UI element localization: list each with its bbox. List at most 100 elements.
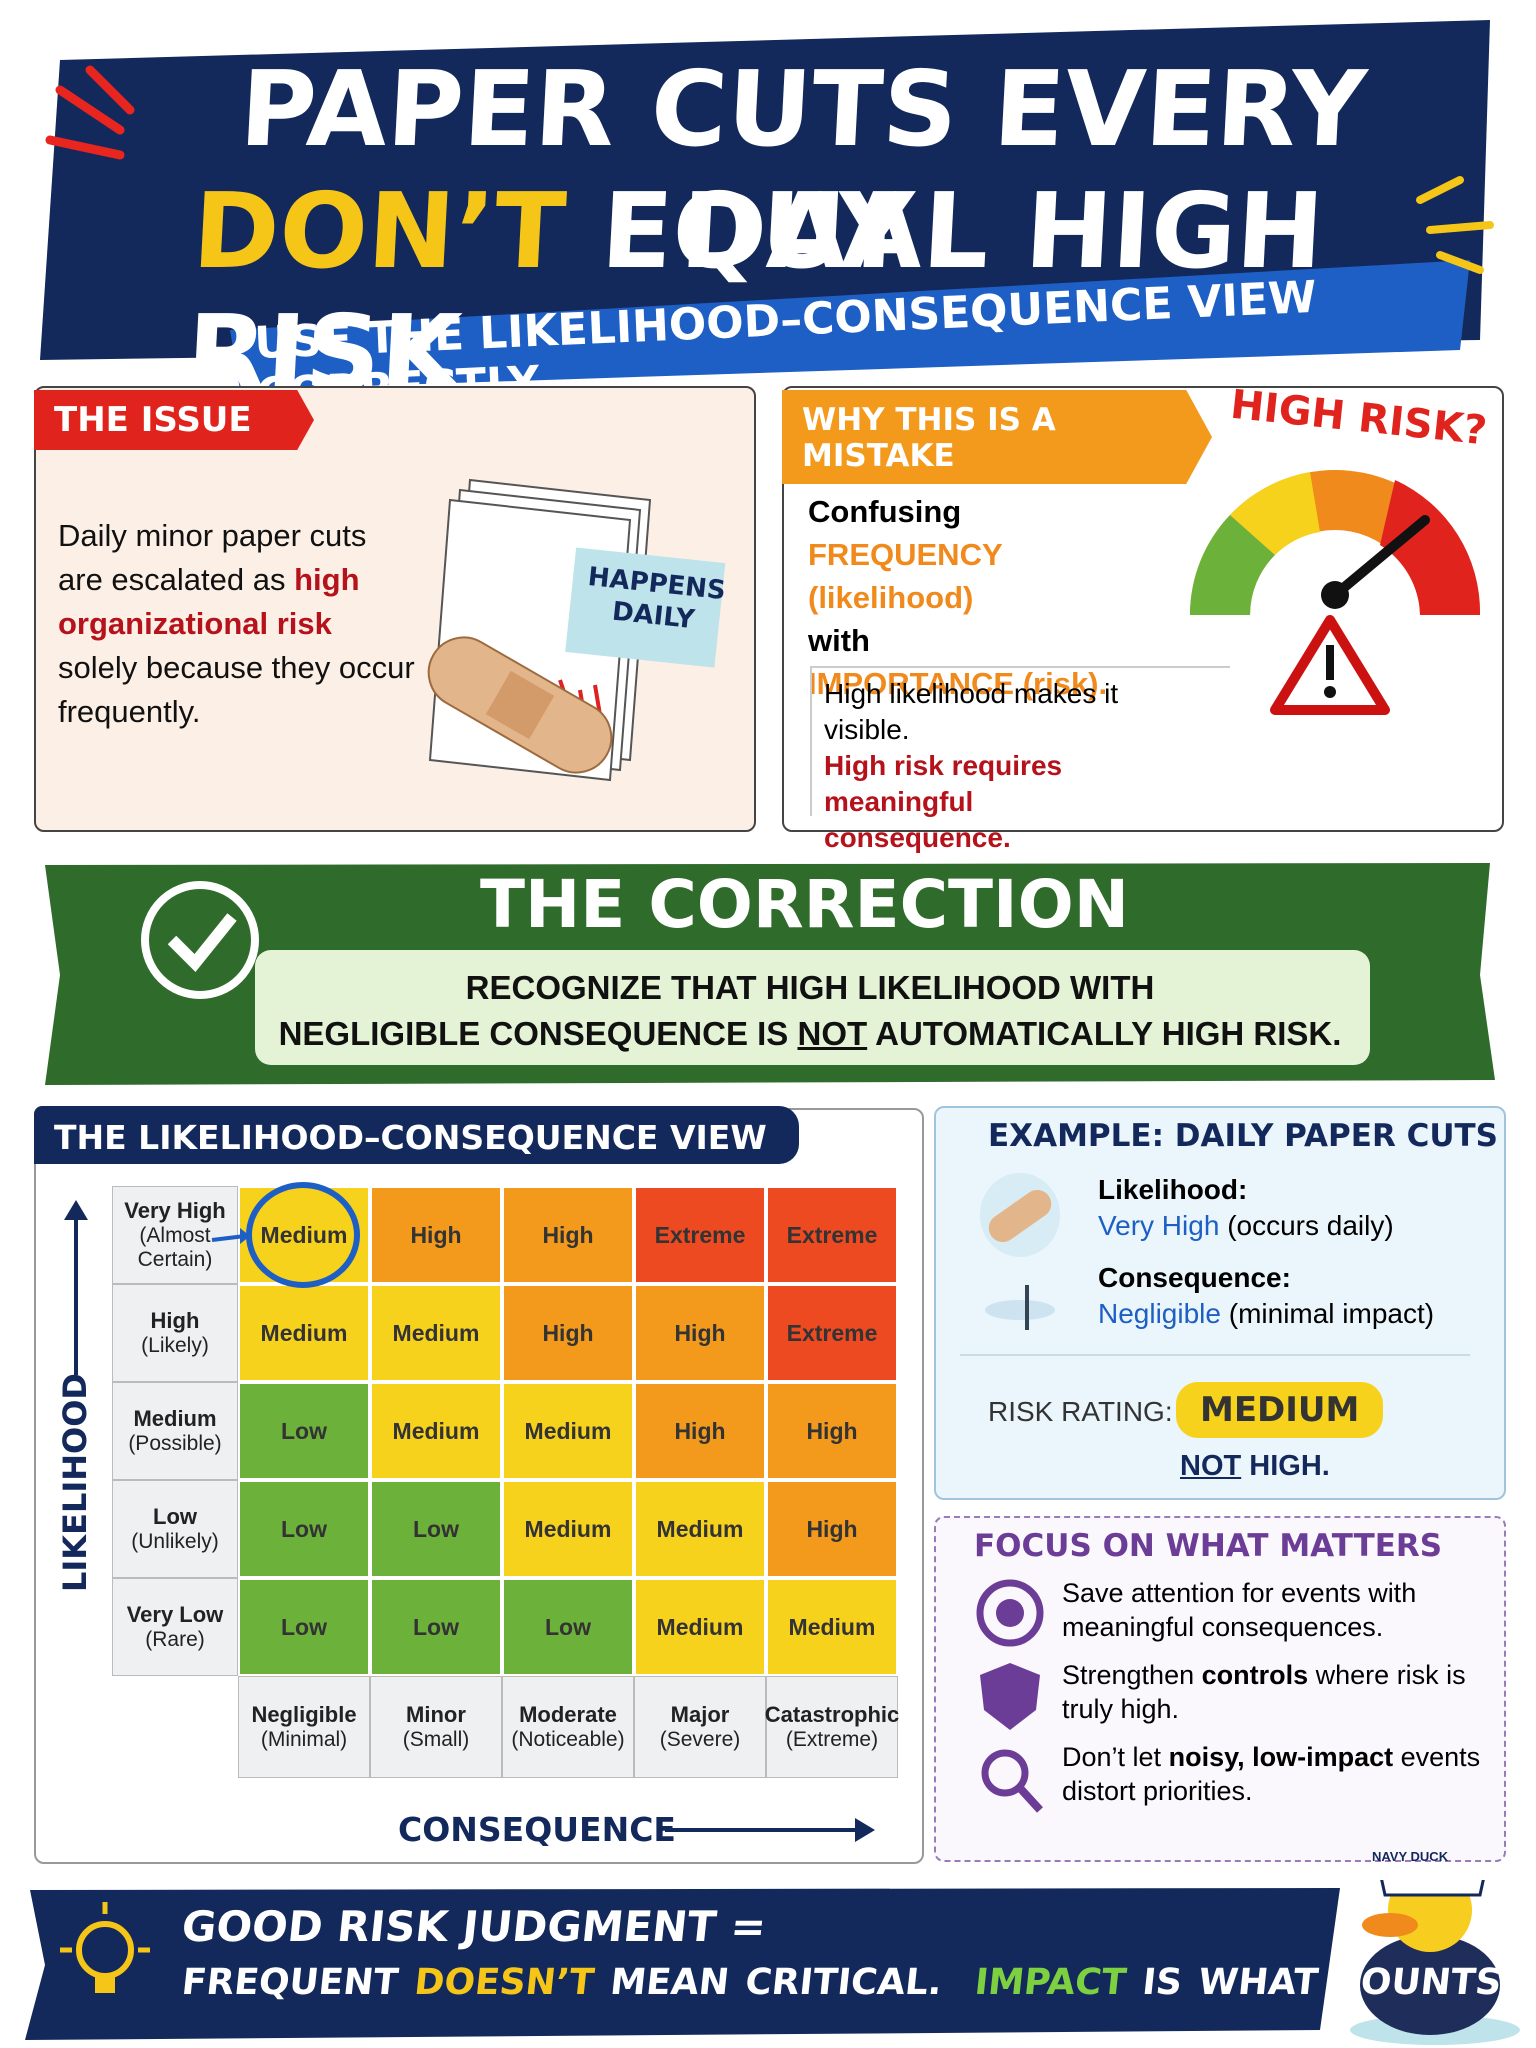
matrix-cell: Extreme bbox=[634, 1186, 766, 1284]
column-label: Minor bbox=[406, 1702, 466, 1727]
mistake-text: Confusing FREQUENCY (likelihood) with IM… bbox=[808, 490, 1168, 705]
column-header: Minor (Small) bbox=[370, 1676, 502, 1778]
matrix-cell: Medium bbox=[370, 1284, 502, 1382]
focus-text-after: events distort priorities. bbox=[1062, 1742, 1481, 1806]
column-header: Major (Severe) bbox=[634, 1676, 766, 1778]
column-sub: (Extreme) bbox=[785, 1728, 879, 1751]
correction-line2: NEGLIGIBLE CONSEQUENCE IS NOT AUTOMATICA… bbox=[260, 1011, 1360, 1057]
row-label: Very Low bbox=[126, 1602, 224, 1627]
correction-text: RECOGNIZE THAT HIGH LIKELIHOOD WITH NEGL… bbox=[260, 965, 1360, 1057]
row-header: Very Low (Rare) bbox=[112, 1578, 238, 1676]
row-sub: (Likely) bbox=[141, 1334, 209, 1357]
correction-line1: RECOGNIZE THAT HIGH LIKELIHOOD WITH bbox=[465, 969, 1155, 1006]
matrix-heading: THE LIKELIHOOD–CONSEQUENCE VIEW bbox=[34, 1106, 799, 1164]
focus-bold: noisy, low-impact bbox=[1168, 1742, 1394, 1772]
row-header: Very High (Almost Certain) bbox=[112, 1186, 238, 1284]
matrix-cell: High bbox=[502, 1284, 634, 1382]
issue-text: Daily minor paper cuts are escalated as … bbox=[58, 514, 418, 734]
header-banner bbox=[40, 20, 1494, 390]
matrix-cell: Medium bbox=[634, 1578, 766, 1676]
focus-text: Strengthen bbox=[1062, 1660, 1195, 1690]
focus-text-after: where risk is truly high. bbox=[1062, 1660, 1466, 1724]
matrix-cell: High bbox=[502, 1186, 634, 1284]
consequence-label: Consequence: bbox=[1098, 1262, 1291, 1293]
column-header: Catastrophic (Extreme) bbox=[764, 1676, 900, 1778]
not-rest: HIGH. bbox=[1249, 1450, 1330, 1482]
mistake-note-emphasis: High risk requires meaningful consequenc… bbox=[824, 750, 1063, 853]
focus-item: Don’t let noisy, low-impact events disto… bbox=[1062, 1740, 1492, 1822]
likelihood-row: Very High (occurs daily) bbox=[1098, 1208, 1498, 1244]
focus-icons bbox=[976, 1579, 1044, 1813]
consequence-note: (minimal impact) bbox=[1228, 1298, 1435, 1329]
correction-heading: THE CORRECTION bbox=[480, 866, 1129, 943]
column-sub: (Noticeable) bbox=[511, 1728, 625, 1751]
row-sub: (Possible) bbox=[128, 1432, 222, 1455]
matrix-cell: Medium bbox=[766, 1578, 898, 1676]
focus-text: Don’t let bbox=[1062, 1742, 1162, 1772]
column-sub: (Small) bbox=[402, 1728, 470, 1751]
matrix-cell: Medium bbox=[502, 1382, 634, 1480]
correction-not: NOT bbox=[797, 1015, 868, 1052]
title-highlight: DON’T bbox=[190, 170, 569, 292]
risk-matrix: Very High (Almost Certain) Medium High High E… bbox=[112, 1186, 900, 1778]
correction-line2-after: AUTOMATICALLY HIGH RISK. bbox=[875, 1015, 1342, 1052]
rating-label: RISK RATING: bbox=[988, 1396, 1173, 1427]
footer-line2: FREQUENT DOESN’T MEAN CRITICAL. IMPACT I… bbox=[180, 1962, 1517, 2003]
mistake-line4: IMPORTANCE (risk). bbox=[808, 666, 1108, 701]
duck-hat: NAVY DUCK bbox=[1372, 1849, 1449, 1864]
mistake-note: High likelihood makes it visible. High ri… bbox=[824, 676, 1154, 856]
likelihood-note: (occurs daily) bbox=[1227, 1210, 1394, 1241]
matrix-cell: Medium bbox=[634, 1480, 766, 1578]
row-label: Low bbox=[153, 1504, 197, 1529]
footer-e: IS WHAT COUNTS. bbox=[1140, 1962, 1518, 2003]
rating-badge: MEDIUM bbox=[1176, 1382, 1384, 1438]
issue-text-before: Daily minor paper cuts are escalated as bbox=[58, 518, 367, 597]
footer-a: FREQUENT bbox=[179, 1962, 401, 2003]
example-heading: EXAMPLE: DAILY PAPER CUTS bbox=[988, 1118, 1499, 1154]
issue-emphasis: high organizational risk bbox=[58, 562, 360, 641]
footer-d: IMPACT bbox=[972, 1962, 1129, 2003]
mistake-line1: Confusing bbox=[808, 494, 962, 529]
focus-list: Save attention for events with meaningfu… bbox=[1062, 1576, 1492, 1822]
risk-gauge bbox=[1190, 470, 1481, 715]
row-header: High (Likely) bbox=[112, 1284, 238, 1382]
consequence-value: Negligible bbox=[1098, 1298, 1221, 1329]
focus-heading: FOCUS ON WHAT MATTERS bbox=[974, 1528, 1443, 1564]
matrix-cell: Medium bbox=[238, 1284, 370, 1382]
consequence-row: Negligible (minimal impact) bbox=[1098, 1296, 1498, 1332]
matrix-cell: Low bbox=[238, 1480, 370, 1578]
column-header: Moderate (Noticeable) bbox=[502, 1676, 634, 1778]
matrix-cell: Low bbox=[370, 1578, 502, 1676]
mistake-line2: FREQUENCY (likelihood) bbox=[808, 537, 1003, 615]
correction-banner bbox=[45, 863, 1495, 1085]
example-icons bbox=[980, 1173, 1060, 1330]
paper-illustration bbox=[427, 478, 726, 782]
mistake-heading: WHY THIS IS A MISTAKE bbox=[782, 390, 1212, 484]
row-sub: (Unlikely) bbox=[131, 1530, 219, 1553]
row-header: Low (Unlikely) bbox=[112, 1480, 238, 1578]
column-label: Catastrophic bbox=[764, 1702, 900, 1727]
footer-line1: GOOD RISK JUDGMENT = bbox=[179, 1902, 769, 1951]
matrix-cell: High bbox=[634, 1284, 766, 1382]
issue-heading: THE ISSUE bbox=[34, 390, 314, 450]
column-label: Major bbox=[670, 1702, 730, 1727]
focus-text: Save attention for events with meaningfu… bbox=[1062, 1578, 1417, 1642]
mistake-note-plain: High likelihood makes it visible. bbox=[824, 678, 1119, 745]
mistake-line3: with bbox=[808, 623, 870, 658]
focus-item: Save attention for events with meaningfu… bbox=[1062, 1576, 1492, 1658]
focus-bold: controls bbox=[1201, 1660, 1309, 1690]
example-details: Likelihood: Very High (occurs daily) Con… bbox=[1098, 1172, 1498, 1332]
column-sub: (Minimal) bbox=[260, 1728, 348, 1751]
likelihood-value: Very High bbox=[1098, 1210, 1220, 1241]
x-axis-label: CONSEQUENCE bbox=[398, 1810, 676, 1849]
issue-text-after: solely because they occur frequently. bbox=[58, 650, 415, 729]
footer-c: MEAN CRITICAL. bbox=[608, 1962, 944, 2003]
column-sub: (Severe) bbox=[659, 1728, 741, 1751]
not-word: NOT bbox=[1180, 1450, 1242, 1482]
row-sub: (Almost Certain) bbox=[137, 1224, 213, 1271]
matrix-cell: Extreme bbox=[766, 1186, 898, 1284]
column-label: Moderate bbox=[519, 1702, 617, 1727]
row-label: Medium bbox=[133, 1406, 217, 1431]
column-label: Negligible bbox=[251, 1702, 357, 1727]
